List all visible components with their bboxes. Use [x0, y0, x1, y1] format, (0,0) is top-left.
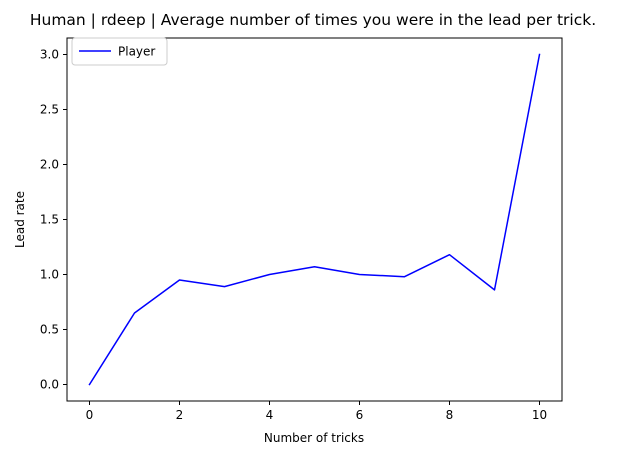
legend-label-player: Player — [118, 45, 155, 59]
x-axis-ticks: 0 2 4 6 8 10 — [86, 401, 547, 422]
x-tick-label: 4 — [266, 408, 274, 422]
y-tick-label: 0.5 — [40, 323, 59, 337]
y-axis-label: Lead rate — [13, 191, 27, 248]
x-tick-label: 2 — [176, 408, 184, 422]
y-axis-ticks: 0.0 0.5 1.0 1.5 2.0 2.5 3.0 — [40, 48, 67, 392]
y-tick-label: 2.0 — [40, 158, 59, 172]
legend: Player — [71, 37, 168, 66]
x-axis-label: Number of tricks — [264, 431, 364, 445]
x-tick-label: 0 — [86, 408, 94, 422]
plot-area-frame — [66, 37, 563, 402]
legend-box — [71, 37, 168, 66]
y-tick-label: 1.5 — [40, 213, 59, 227]
series-line-player — [88, 53, 541, 386]
x-tick-label: 8 — [446, 408, 454, 422]
x-tick-label: 6 — [356, 408, 364, 422]
y-tick-label: 3.0 — [40, 48, 59, 62]
y-tick-label: 2.5 — [40, 103, 59, 117]
y-tick-label: 0.0 — [40, 378, 59, 392]
x-tick-label: 10 — [532, 408, 547, 422]
series-layer — [88, 53, 541, 386]
chart-title: Human | rdeep | Average number of times … — [30, 11, 596, 29]
y-tick-label: 1.0 — [40, 268, 59, 282]
